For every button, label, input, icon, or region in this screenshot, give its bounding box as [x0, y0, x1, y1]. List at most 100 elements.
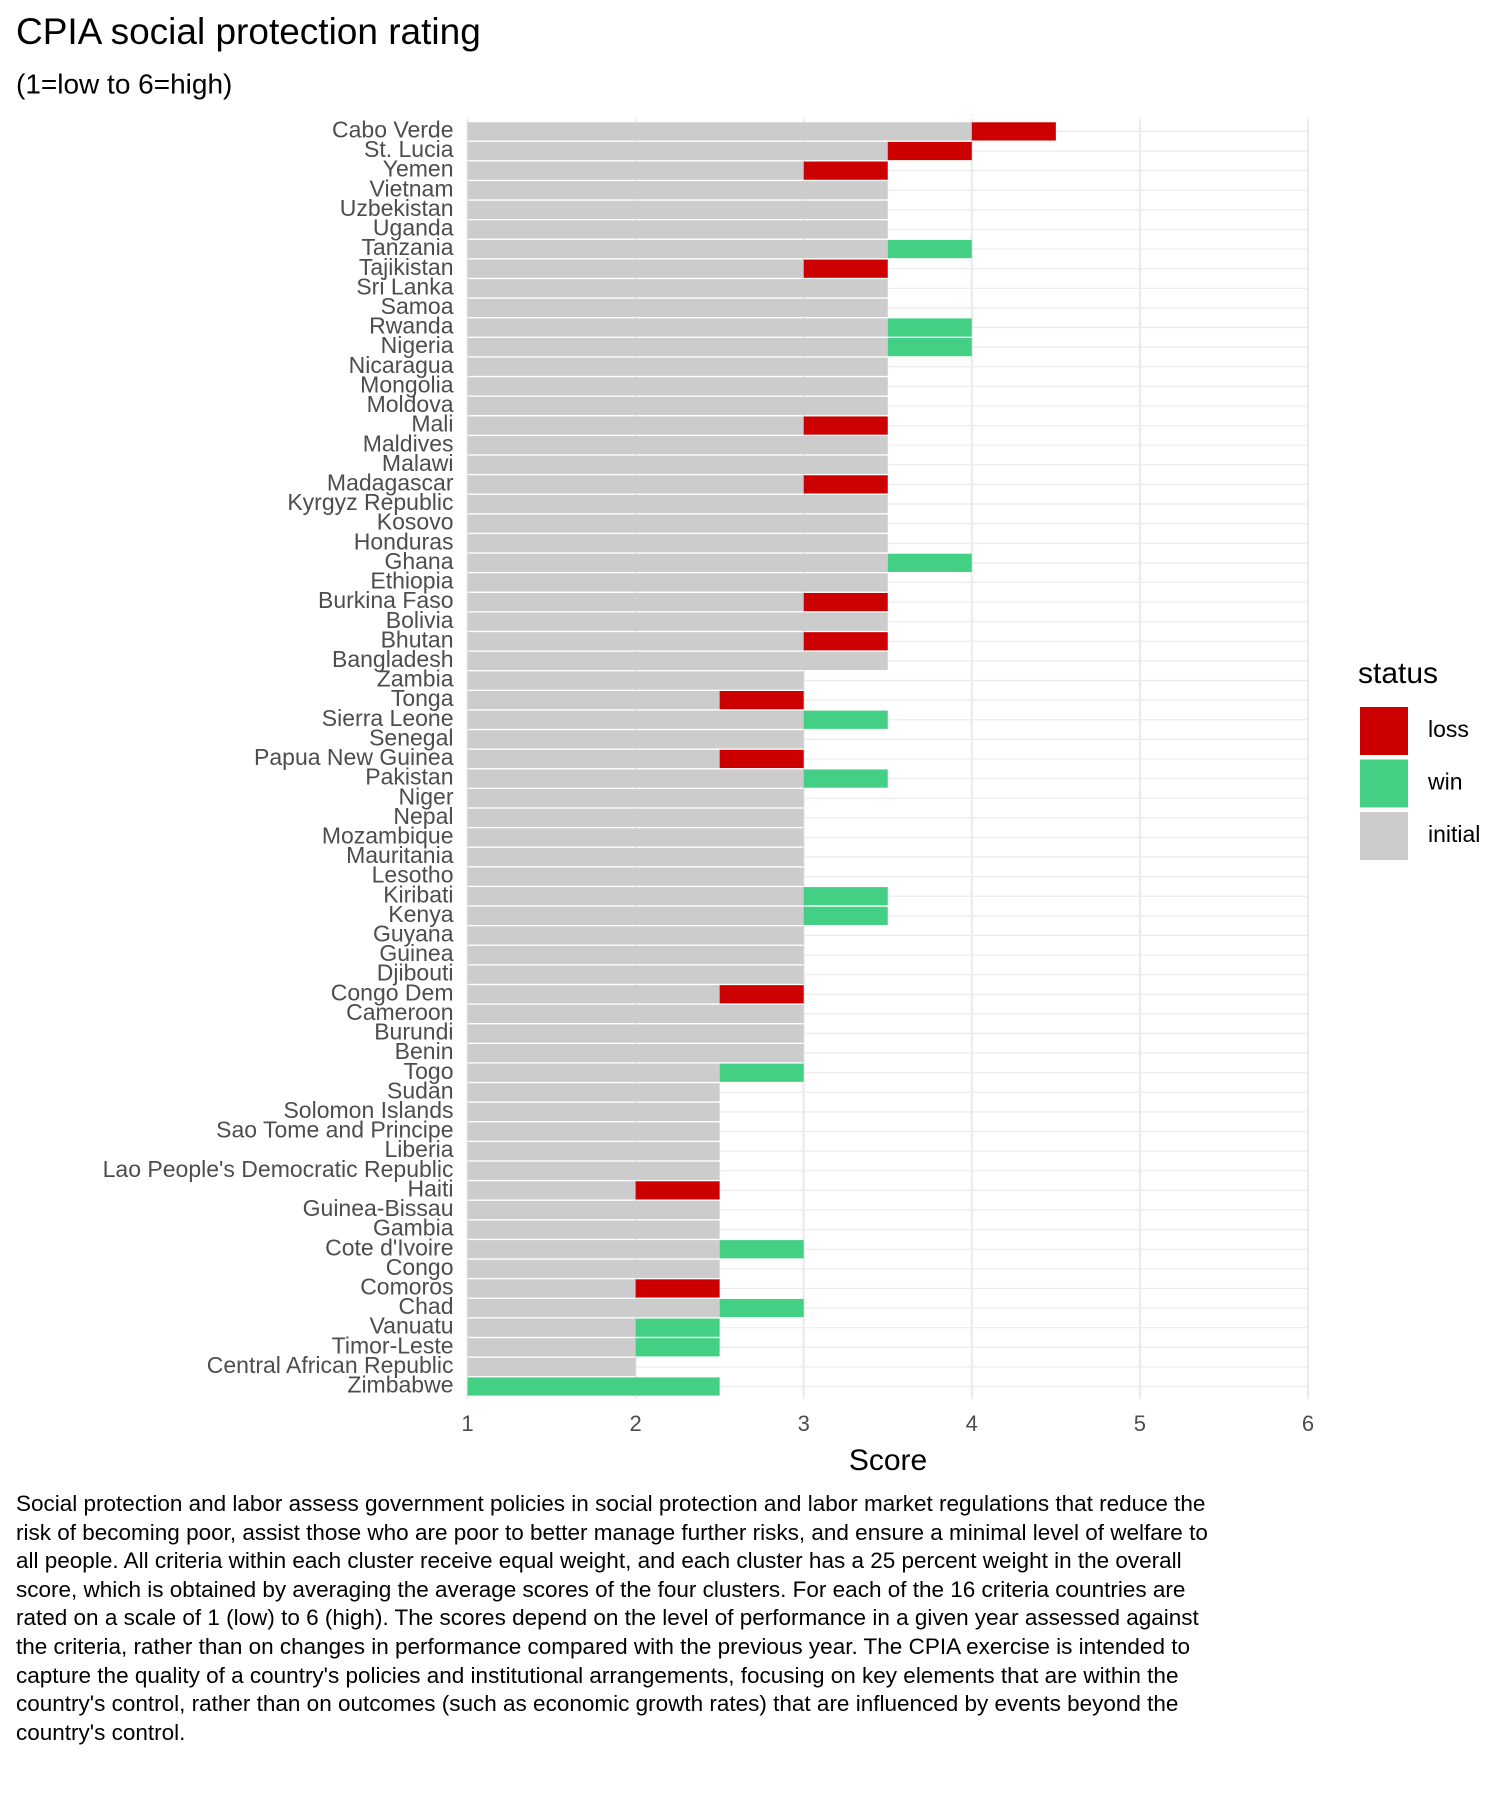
bar-segment	[467, 1102, 720, 1122]
bar-segment	[467, 259, 804, 278]
bar-segment	[467, 906, 804, 925]
bar-segment	[635, 1318, 720, 1337]
bar-segment	[467, 887, 804, 906]
y-tick-label: Haiti	[407, 1175, 453, 1201]
bar-segment	[467, 1377, 720, 1396]
bar-segment	[467, 1240, 720, 1259]
y-tick-label: Guinea-Bissau	[303, 1195, 454, 1221]
bar-segment	[719, 1240, 804, 1259]
y-tick-label: Comoros	[360, 1274, 453, 1300]
bar-segment	[467, 1318, 636, 1337]
bar-segment	[467, 1357, 636, 1377]
bar-segment	[803, 769, 888, 788]
y-tick-label: Cabo Verde	[332, 116, 453, 142]
y-tick-label: Bangladesh	[332, 646, 454, 672]
bar-segment	[467, 730, 804, 749]
y-tick-label: Guinea	[379, 940, 453, 966]
y-tick-label: Honduras	[354, 528, 454, 554]
bar-segment	[467, 455, 888, 474]
x-tick-label: 5	[1134, 1411, 1146, 1436]
y-tick-label: Kosovo	[377, 509, 454, 535]
x-tick-label: 1	[461, 1411, 473, 1436]
bar-segment	[467, 161, 804, 180]
chart: CPIA social protection rating (1=low to …	[16, 11, 1480, 1477]
bar-segment	[467, 318, 888, 337]
y-tick-label: Djibouti	[377, 960, 454, 986]
bar-segment	[467, 377, 888, 396]
y-tick-label: Zimbabwe	[347, 1372, 453, 1398]
bar-segment	[467, 181, 888, 200]
bar-segment	[887, 553, 972, 572]
y-tick-label: Congo	[386, 1254, 454, 1280]
legend-label: win	[1427, 769, 1463, 795]
y-tick-label: Bolivia	[386, 607, 454, 633]
y-tick-label: Nigeria	[381, 332, 454, 358]
bar-segment	[467, 553, 888, 572]
y-tick-label: Bhutan	[381, 626, 454, 652]
bar-segment	[467, 573, 888, 592]
bar-segment	[467, 416, 804, 435]
y-tick-label: Lesotho	[372, 862, 454, 888]
legend-label: initial	[1428, 821, 1480, 847]
bar-segment	[467, 298, 888, 318]
bar-segment	[467, 1122, 720, 1141]
y-tick-label: Kyrgyz Republic	[287, 489, 453, 515]
y-tick-label: Sri Lanka	[356, 273, 453, 299]
bar-segment	[467, 239, 888, 259]
y-tick-label: Madagascar	[327, 469, 454, 495]
y-tick-label: Uganda	[373, 215, 454, 241]
y-tick-label: Sudan	[387, 1077, 454, 1103]
bar-segment	[467, 1220, 720, 1239]
bar-segment	[635, 1181, 720, 1200]
bar-segment	[467, 985, 720, 1004]
bar-segment	[467, 1043, 804, 1063]
x-axis-title: Score	[849, 1444, 927, 1477]
y-tick-label: Tonga	[391, 685, 454, 711]
bar-segment	[467, 1024, 804, 1043]
y-tick-label: Timor-Leste	[332, 1332, 454, 1358]
y-tick-label: Nicaragua	[349, 352, 454, 378]
bar-segment	[467, 592, 804, 612]
bar-segment	[467, 769, 804, 788]
y-tick-label: Maldives	[363, 430, 454, 456]
y-tick-label: Yemen	[383, 156, 454, 182]
legend-label: loss	[1428, 716, 1469, 742]
legend-swatch	[1360, 759, 1408, 808]
bar-segment	[467, 1004, 804, 1024]
y-tick-label: Burundi	[374, 1019, 453, 1045]
bars	[467, 122, 1056, 1396]
y-tick-label: Burkina Faso	[318, 587, 454, 613]
x-tick-label: 6	[1302, 1411, 1314, 1436]
y-tick-label: Mali	[411, 411, 453, 437]
legend-swatch	[1360, 812, 1408, 860]
chart-title: CPIA social protection rating	[16, 11, 481, 52]
y-tick-label: Tajikistan	[359, 254, 454, 280]
bar-segment	[467, 671, 804, 690]
bar-segment	[467, 1083, 720, 1102]
bar-segment	[467, 1181, 636, 1200]
legend-swatch	[1360, 707, 1408, 755]
bar-segment	[467, 141, 888, 161]
bar-segment	[467, 1338, 636, 1357]
bar-segment	[467, 1259, 720, 1278]
y-tick-label: Sao Tome and Principe	[216, 1117, 453, 1143]
bar-segment	[467, 965, 804, 984]
y-tick-label: Gambia	[373, 1215, 454, 1241]
chart-subtitle: (1=low to 6=high)	[16, 68, 232, 99]
bar-segment	[467, 338, 888, 357]
bar-segment	[803, 416, 888, 435]
bar-segment	[467, 200, 888, 219]
y-tick-label: Guyana	[373, 921, 454, 947]
y-tick-label: Zambia	[377, 666, 454, 692]
bar-segment	[467, 514, 888, 533]
bar-segment	[467, 396, 888, 416]
y-tick-label: Kiribati	[383, 881, 453, 907]
bar-segment	[467, 534, 888, 553]
bar-segment	[803, 632, 888, 651]
bar-segment	[467, 945, 804, 965]
bar-segment	[467, 494, 888, 514]
y-tick-label: Ethiopia	[370, 568, 453, 594]
y-tick-label: Kenya	[388, 901, 453, 927]
bar-segment	[467, 279, 888, 298]
